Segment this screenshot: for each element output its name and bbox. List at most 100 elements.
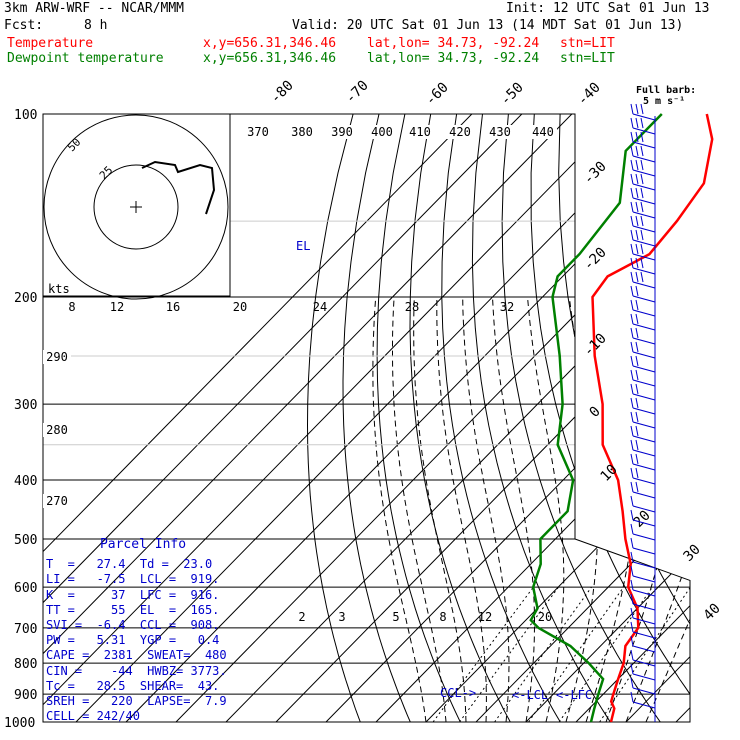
theta-tick-label: 290 [46, 350, 68, 364]
wind-barb [630, 201, 656, 219]
theta-label-bg [244, 125, 272, 139]
wind-barb [630, 285, 656, 303]
wind-barb [630, 369, 656, 387]
temperature-tick-label: -50 [498, 80, 527, 109]
temperature-tick-label: 0 [587, 404, 604, 421]
mixing-ratio-label: 12 [478, 610, 492, 624]
parcel-row: TT = 55 EL = 165. [46, 602, 220, 617]
parcel-row: CELL = 242/40 [46, 709, 140, 724]
theta-label-bg [43, 494, 71, 508]
mixing-ratio-label: 3 [338, 610, 345, 624]
isotherm [75, 114, 673, 722]
isotherm [43, 114, 523, 722]
theta-label-bg [288, 125, 316, 139]
wind-barb [630, 229, 656, 247]
wind-barb [630, 593, 656, 611]
isotherm [625, 114, 690, 722]
moist-adiabat [392, 296, 447, 722]
ccl-marker: CCL-> [440, 686, 476, 700]
wind-barb [630, 159, 656, 177]
thetae-tick-label: 32 [500, 300, 514, 314]
thetae-tick-label: 20 [233, 300, 247, 314]
dewpoint-legend: Dewpoint temperature [7, 51, 164, 66]
isotherm [475, 114, 690, 722]
dry-adiabat [689, 114, 690, 722]
thetae-tick-label: 24 [313, 300, 327, 314]
isotherm [425, 114, 690, 722]
wind-barb [630, 677, 656, 695]
wind-barb [630, 243, 656, 261]
temperature-tick-label: -70 [343, 78, 372, 107]
thetae-tick-label: 8 [68, 300, 75, 314]
wind-barb [630, 355, 656, 373]
wind-barb [630, 131, 656, 149]
moist-adiabat [527, 296, 565, 722]
hodograph-ring [93, 164, 179, 250]
theta-tick-label: 420 [449, 125, 471, 139]
pressure-label: 100 [14, 108, 37, 123]
temperature-tick-label: -30 [581, 159, 610, 188]
wind-barb [630, 565, 656, 583]
theta-tick-label: 270 [46, 494, 68, 508]
parcel-row: SREH = 220 LAPSE= 7.9 [46, 694, 227, 709]
wind-barb [630, 425, 656, 443]
isotherm [43, 114, 623, 722]
pressure-label: 600 [14, 581, 37, 596]
moist-adiabat [413, 296, 467, 722]
init-time: Init: 12 UTC Sat 01 Jun 13 [506, 1, 710, 16]
isotherm [525, 114, 690, 722]
temperature-latlon: lat,lon= 34.73, -92.24 [367, 36, 540, 51]
parcel-row: T = 27.4 Td = 23.0 [46, 557, 213, 572]
parcel-row: PW = 5.31 YGP = 0.4 [46, 633, 220, 648]
dewpoint-xy: x,y=656.31,346.46 [203, 51, 337, 66]
wind-barb [630, 663, 656, 681]
pressure-label: 500 [14, 533, 37, 548]
theta-tick-label: 410 [409, 125, 431, 139]
dry-adiabat [611, 114, 690, 722]
pressure-label: 200 [14, 291, 37, 306]
mixing-ratio-line [494, 586, 592, 722]
pressure-label: 700 [14, 622, 37, 637]
dewpoint-latlon: lat,lon= 34.73, -92.24 [367, 51, 540, 66]
dry-adiabat [376, 114, 461, 722]
theta-label-bg [368, 125, 396, 139]
theta-label-bg [43, 350, 71, 364]
pressure-label: 1000 [4, 716, 35, 731]
dewpoint-profile [529, 113, 663, 723]
temperature-tick-label: -40 [575, 80, 604, 109]
wind-barb [630, 579, 656, 597]
parcel-row: Tc = 28.5 SHEAR= 43. [46, 678, 220, 693]
wind-barb [630, 523, 656, 541]
lcl-marker: <-LCL [512, 688, 548, 702]
wind-barb [630, 103, 656, 121]
lfc-marker: <-LFC [556, 688, 592, 702]
moist-adiabat [585, 296, 639, 722]
hodograph-trace [141, 160, 216, 215]
isotherm [275, 114, 690, 722]
theta-tick-label: 280 [46, 423, 68, 437]
barb-legend-units: 5 m s⁻¹ [643, 96, 685, 107]
wind-barb [630, 173, 656, 191]
wind-barb [630, 215, 656, 233]
temperature-tick-label: -80 [268, 78, 297, 107]
wind-barb [630, 383, 656, 401]
hodograph-ring [43, 114, 229, 300]
parcel-row: CIN = -44 HWBZ= 3773. [46, 663, 227, 678]
wind-barb [630, 327, 656, 345]
temperature-tick-label: -60 [423, 80, 452, 109]
mixing-ratio-label: 2 [298, 610, 305, 624]
plot-frame [42, 113, 691, 723]
dry-adiabat [663, 114, 690, 722]
wind-barb [630, 439, 656, 457]
wind-barb [630, 397, 656, 415]
valid-time: Valid: 20 UTC Sat 01 Jun 13 (14 MDT Sat … [292, 18, 684, 33]
theta-label-bg [43, 423, 71, 437]
parcel-row: LI = -7.5 LCL = 919. [46, 572, 220, 587]
mixing-ratio-label: 8 [439, 610, 446, 624]
wind-barb [630, 117, 656, 135]
wind-barb [630, 467, 656, 485]
wind-barb [630, 509, 656, 527]
temperature-profile [591, 113, 714, 723]
wind-barb [630, 187, 656, 205]
wind-barb [630, 635, 656, 653]
